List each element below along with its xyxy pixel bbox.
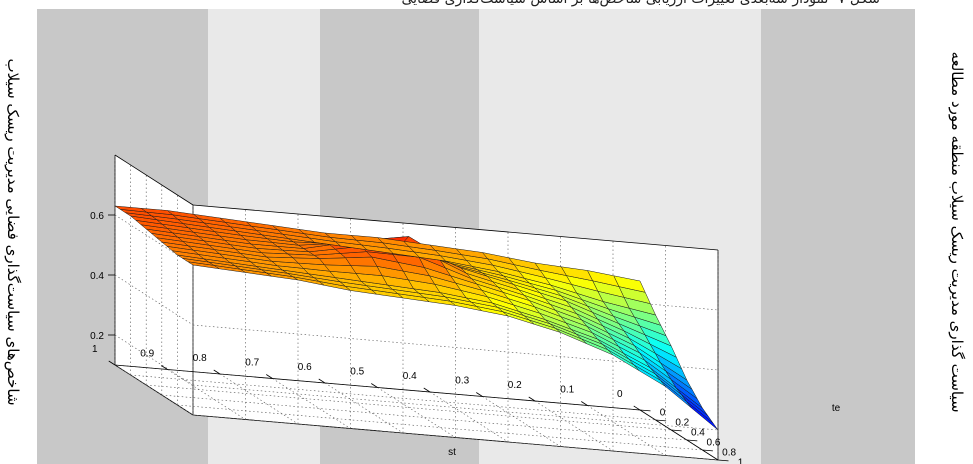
surface-patch [613,275,646,293]
surface-patch [319,257,352,266]
y-tick-mark [686,439,698,442]
y-axis-label: te [832,403,841,414]
grid-line [272,378,351,429]
grid-line [114,274,194,326]
y-tick-label: 0.8 [722,447,736,458]
grid-line [219,373,299,425]
left-side-label: شاخص‌های سیاست‌گذاری فضایی مدیریت ریسک س… [4,58,22,406]
x-tick-label: 1 [92,344,98,355]
x-tick-label: 0.6 [298,362,312,373]
x-tick-label: 0.1 [560,385,574,396]
x-tick-mark [528,396,536,402]
box-edge [114,154,194,206]
y-tick-label: 0.6 [707,437,721,448]
x-tick-mark [161,365,168,370]
x-tick-mark [266,374,273,379]
box-edge [639,409,719,461]
box-edge [192,204,719,251]
grid-line [587,405,666,456]
grid-line [377,387,456,438]
x-tick-mark [371,383,378,388]
grid-line [167,369,246,420]
z-tick-label: 0.6 [90,211,104,222]
grid-line [534,400,614,452]
y-tick-label: 0.2 [675,417,689,428]
grid-line [114,334,194,386]
side-wall-pane [115,155,193,415]
x-tick-mark [318,378,326,384]
x-tick-label: 0.7 [245,358,259,369]
x-tick-mark [476,392,483,397]
y-tick-mark [655,419,667,422]
y-tick-mark [639,409,651,412]
right-side-label: سیاست گذاری مدیریت ریسک سیلاب منطقه مورد… [948,51,966,413]
surface-patch [345,256,378,267]
x-axis-label: st [448,447,456,458]
x-tick-mark [213,369,221,375]
y-tick-label: 0 [660,407,666,418]
grid-line [324,382,404,434]
y-tick-mark [717,459,729,462]
x-tick-mark [581,401,588,406]
grid-lines [114,155,719,461]
z-tick-label: 0.4 [90,271,104,282]
grid-line [482,396,561,447]
z-tick-label: 0.2 [90,331,104,342]
x-tick-label: 0.9 [140,349,154,360]
x-tick-label: 0.2 [508,380,522,391]
y-tick-mark [702,449,713,452]
x-tick-label: 0.4 [403,371,417,382]
grid-line [429,391,509,443]
x-tick-mark [423,387,431,393]
surface-mesh [114,205,719,431]
axis-ticks: 1 0.9 0.8 0.7 0.6 0.5 0.4 0.3 0.2 0.1 000.20.40.60… [90,211,744,464]
x-tick-mark [633,405,641,411]
grid-line [114,364,194,416]
x-tick-mark [108,360,116,366]
x-tick-label: 0.3 [455,376,469,387]
x-tick-label: 0.8 [193,353,207,364]
y-tick-mark [671,429,682,432]
x-tick-label: 0.5 [350,367,364,378]
page-caption: شکل ۷- نمودار سه‌بعدی تغییرات ارزیابی شا… [120,0,880,9]
y-tick-label: 1 [738,457,744,464]
y-tick-label: 0.4 [691,427,705,438]
x-tick-label: 0 [617,389,623,400]
